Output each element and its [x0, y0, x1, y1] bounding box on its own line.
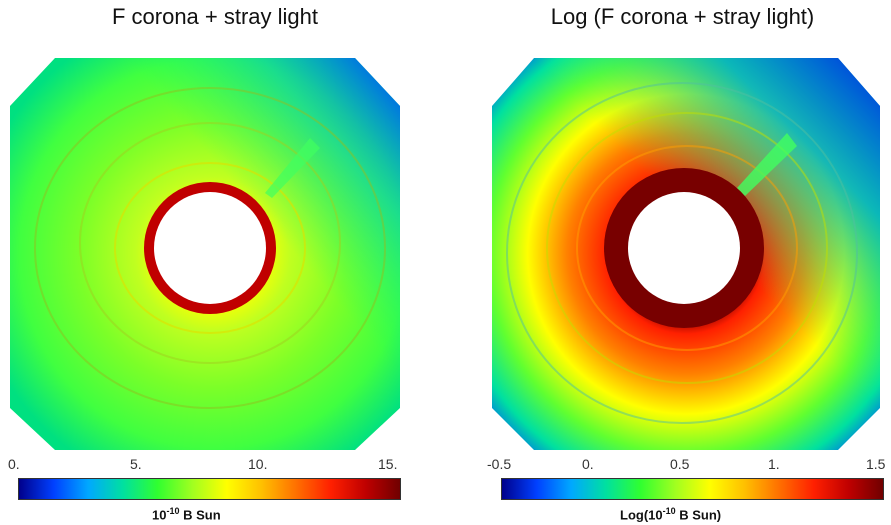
- left-tick-2: 10.: [248, 456, 268, 472]
- right-intensity-map: [492, 58, 880, 450]
- left-contour: [79, 122, 341, 364]
- left-tick-0: 0.: [8, 456, 20, 472]
- left-stray-light-streak: [265, 138, 320, 198]
- right-stray-light-streak: [737, 133, 797, 196]
- left-tick-1: 5.: [130, 456, 142, 472]
- right-occulter: [628, 192, 740, 304]
- left-occulter: [154, 192, 266, 304]
- left-contour: [114, 162, 306, 334]
- right-tick-2: 0.5: [670, 456, 690, 472]
- right-panel-title: Log (F corona + stray light): [550, 4, 815, 29]
- left-intensity-map: [10, 58, 400, 450]
- left-panel-title: F corona + stray light: [111, 4, 319, 29]
- left-tick-3: 15.: [378, 456, 398, 472]
- left-contour: [34, 87, 386, 409]
- right-colorbar: [501, 478, 884, 500]
- right-tick-3: 1.: [768, 456, 780, 472]
- right-tick-1: 0.: [582, 456, 594, 472]
- right-contour: [576, 145, 798, 351]
- left-colorbar: [18, 478, 401, 500]
- right-colorbar-label: Log(10-10 B Sun): [620, 506, 722, 523]
- left-colorbar-label: 10-10 B Sun: [152, 506, 221, 523]
- right-contour: [546, 112, 828, 384]
- right-contour: [506, 82, 858, 424]
- right-tick-4: 1.5: [866, 456, 886, 472]
- right-tick-0: -0.5: [487, 456, 512, 472]
